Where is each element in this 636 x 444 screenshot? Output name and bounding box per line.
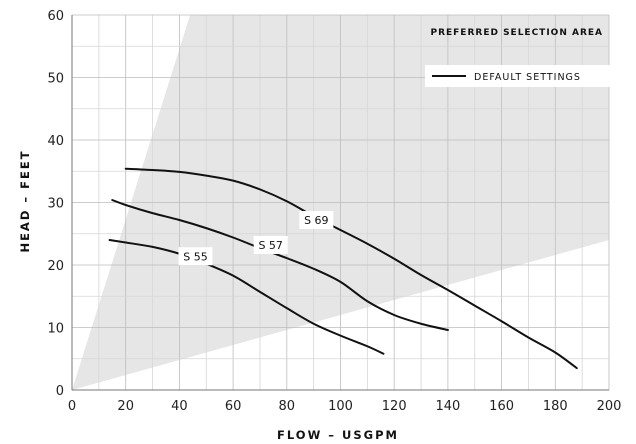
legend-box xyxy=(425,65,610,87)
y-tick-label: 0 xyxy=(56,384,64,399)
y-axis-title: HEAD – FEET xyxy=(18,149,32,252)
curve-label-s-69: S 69 xyxy=(304,214,328,227)
curve-label-bg-s-55 xyxy=(178,247,213,266)
y-tick-label: 40 xyxy=(47,134,64,149)
curve-label-bg-s-69 xyxy=(299,211,334,229)
legend-entry-default-settings: DEFAULT SETTINGS xyxy=(474,72,581,83)
curve-label-layer: S 69 S 57 S 55 xyxy=(178,211,334,266)
series-line-s-55 xyxy=(108,239,385,355)
tick-label-layer: 0 20 40 60 80 100 120 140 160 180 200 0 10 20 30 40 50 60 xyxy=(47,9,621,414)
y-tick-label: 60 xyxy=(47,9,64,24)
x-tick-label: 20 xyxy=(117,399,134,414)
x-tick-label: 80 xyxy=(279,399,296,414)
legend: DEFAULT SETTINGS xyxy=(425,65,610,87)
x-tick-label: 160 xyxy=(489,399,514,414)
y-tick-label: 30 xyxy=(47,197,64,212)
x-tick-label: 140 xyxy=(435,399,460,414)
x-axis-title: FLOW – USGPM xyxy=(277,428,399,442)
preferred-area-annotation: PREFERRED SELECTION AREA xyxy=(430,28,603,38)
x-tick-label: 180 xyxy=(543,399,568,414)
series-line-s-69 xyxy=(124,167,578,370)
x-tick-label: 0 xyxy=(68,399,76,414)
y-tick-label: 50 xyxy=(47,72,64,87)
x-tick-label: 60 xyxy=(225,399,242,414)
x-tick-label: 100 xyxy=(328,399,353,414)
curve-label-bg-s-57 xyxy=(253,236,288,254)
curve-label-s-57: S 57 xyxy=(258,239,282,252)
y-tick-label: 10 xyxy=(47,322,64,337)
x-tick-label: 200 xyxy=(597,399,622,414)
x-tick-label: 120 xyxy=(382,399,407,414)
x-tick-label: 40 xyxy=(171,399,188,414)
axis-layer xyxy=(71,15,609,391)
y-tick-label: 20 xyxy=(47,259,64,274)
curve-label-s-55: S 55 xyxy=(183,250,207,263)
